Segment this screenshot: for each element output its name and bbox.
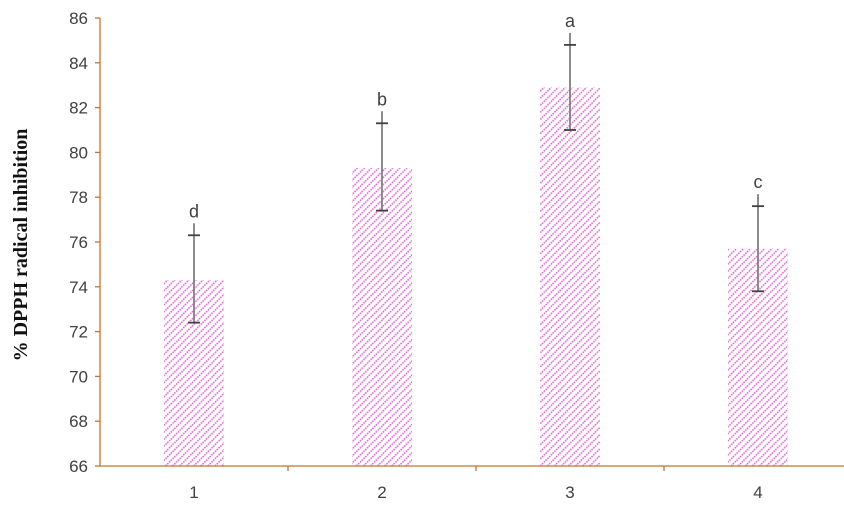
y-tick-label: 68	[69, 412, 88, 431]
x-ticks-layer: 1 2 3 4	[189, 466, 763, 502]
significance-label-2: b	[377, 89, 387, 109]
bars-layer	[164, 87, 788, 466]
y-tick-label: 80	[69, 143, 88, 162]
y-ticks-layer: 66 68 70 72 74 76 78 80 82 84 86	[69, 9, 100, 476]
y-axis-title: % DPPH radical inhibition	[10, 129, 32, 362]
x-tick-label: 4	[753, 483, 762, 502]
significance-label-4: c	[754, 172, 763, 192]
significance-label-1: d	[189, 201, 199, 221]
x-tick-label: 1	[189, 483, 198, 502]
error-bars-layer	[188, 32, 764, 324]
y-tick-label: 70	[69, 367, 88, 386]
y-tick-label: 72	[69, 323, 88, 342]
y-tick-label: 84	[69, 54, 88, 73]
significance-label-3: a	[565, 11, 576, 31]
y-tick-label: 66	[69, 457, 88, 476]
y-tick-label: 78	[69, 188, 88, 207]
y-tick-label: 74	[69, 278, 88, 297]
y-tick-label: 86	[69, 9, 88, 28]
bar-3	[540, 87, 600, 466]
y-tick-label: 76	[69, 233, 88, 252]
bar-2	[352, 168, 412, 466]
significance-labels-layer: d b a c	[189, 11, 763, 221]
x-tick-label: 3	[565, 483, 574, 502]
x-tick-label: 2	[377, 483, 386, 502]
y-tick-label: 82	[69, 99, 88, 118]
